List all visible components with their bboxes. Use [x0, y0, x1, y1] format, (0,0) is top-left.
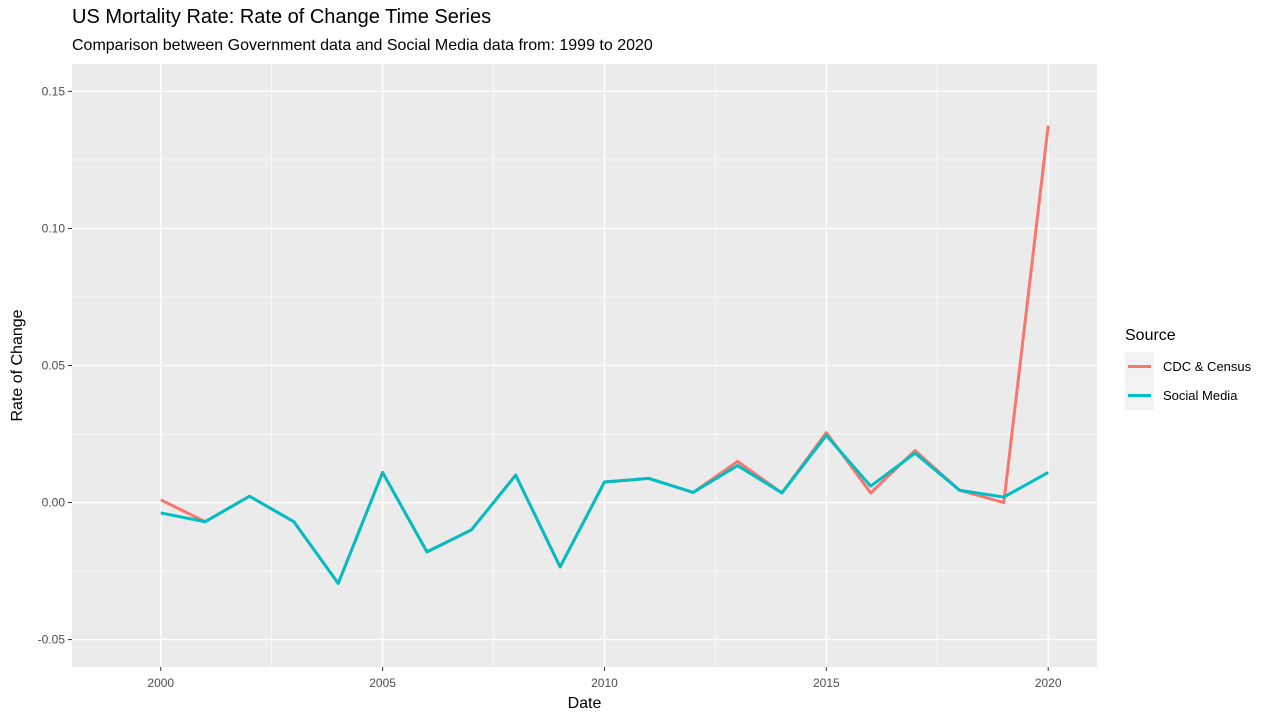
- chart-subtitle: Comparison between Government data and S…: [72, 37, 653, 54]
- y-tick-label: 0.15: [42, 84, 66, 98]
- x-axis-title: Date: [568, 695, 602, 712]
- y-tick-label: 0.10: [42, 221, 66, 235]
- y-tick-label: 0.00: [42, 496, 66, 510]
- x-tick-label: 2020: [1035, 676, 1062, 690]
- series-line: [160, 433, 1049, 585]
- chart-title: US Mortality Rate: Rate of Change Time S…: [72, 6, 492, 28]
- y-tick-label: -0.05: [38, 633, 66, 647]
- y-axis-title: Rate of Change: [9, 309, 26, 421]
- x-tick-label: 2005: [369, 676, 396, 690]
- y-tick-label: 0.05: [42, 359, 66, 373]
- x-tick-label: 2010: [591, 676, 618, 690]
- legend-title: Source: [1125, 327, 1176, 344]
- legend-label: Social Media: [1163, 388, 1238, 403]
- legend-label: CDC & Census: [1163, 359, 1252, 374]
- x-tick-label: 2000: [147, 676, 174, 690]
- x-tick-label: 2015: [813, 676, 840, 690]
